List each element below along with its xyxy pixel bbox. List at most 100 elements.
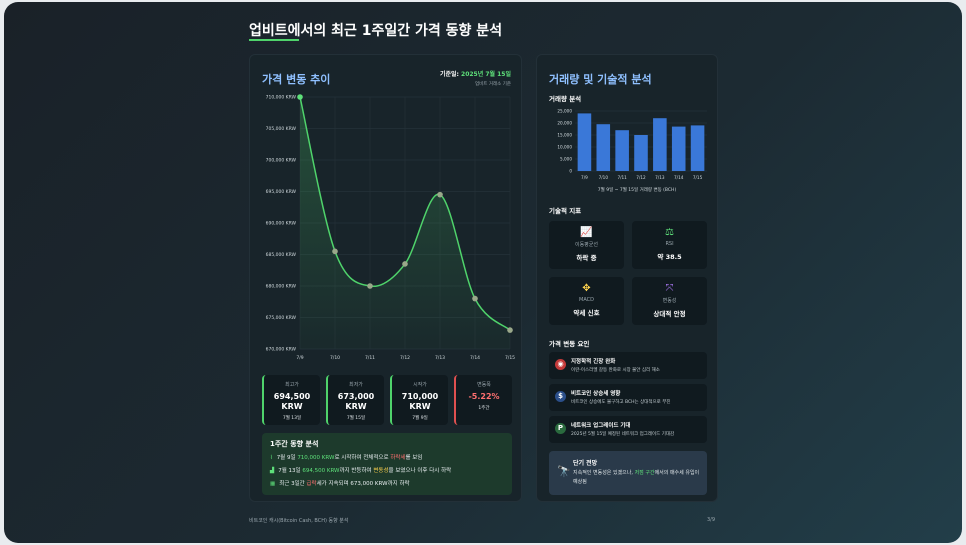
y-tick-label: 700,000 KRW — [266, 158, 297, 164]
stat-value: 673,000 KRW — [328, 392, 384, 412]
outlook-title: 단기 전망 — [573, 460, 598, 467]
network-icon: ✥ — [582, 283, 591, 294]
indicator-label: 이동평균선 — [574, 242, 598, 248]
stat-unit: KRW — [409, 402, 431, 411]
x-tick-label: 7/10 — [330, 355, 340, 361]
stat-date: 7월 13일 — [282, 416, 302, 421]
weekly-summary-title: 1주간 동향 분석 — [270, 440, 319, 448]
slide: 업비트에서의 최근 1주일간 가격 동향 분석 가격 변동 추이 기준일: 20… — [4, 2, 962, 543]
stat-low: 최저가 673,000 KRW 7월 15일 — [326, 375, 384, 425]
stat-unit: KRW — [345, 402, 367, 411]
outlook-highlight: 저점 구간 — [634, 470, 655, 476]
outlook-box: 🔭 단기 전망 지속적인 변동성은 있겠으나, 저점 구간에서의 매수세 유입이… — [549, 451, 707, 495]
summary-highlight: 694,500 KRW — [302, 468, 340, 474]
chart-area-icon: ▟ — [270, 468, 275, 474]
stat-number: -5.22% — [468, 392, 500, 401]
stat-value: 694,500 KRW — [264, 392, 320, 412]
reference-date-value: 2025년 7월 15일 — [461, 71, 511, 78]
y-tick-label: 685,000 KRW — [266, 252, 297, 258]
footer-title: 비트코인 캐시(Bitcoin Cash, BCH) 동향 분석 — [249, 518, 349, 524]
scale-icon: ⚖ — [665, 227, 674, 238]
volume-bar — [690, 125, 705, 171]
x-tick-label: 7/15 — [505, 355, 515, 361]
indicator-label: RSI — [665, 241, 674, 247]
x-tick-label: 7/9 — [296, 355, 303, 361]
price-point — [367, 283, 373, 289]
y-tick-label: 10,000 — [557, 145, 572, 150]
volume-bar-chart: 25,000 20,000 15,000 10,000 5,000 0 7/9 7/10 7/1… — [557, 109, 707, 193]
indicator-volatility: ⤧ 변동성 상대적 안정 — [632, 277, 707, 325]
summary-text: 7월 9일 — [276, 455, 298, 461]
indicator-value: 약 38.5 — [657, 253, 682, 261]
stat-date: 7월 9일 — [412, 416, 428, 421]
volume-section-title: 거래량 분석 — [549, 95, 582, 103]
indicator-value: 약세 신호 — [573, 309, 600, 317]
price-line-chart: 710,000 KRW 705,000 KRW 700,000 KRW 695,000… — [266, 94, 515, 361]
binoculars-icon: 🔭 — [557, 465, 571, 478]
price-point — [402, 261, 408, 267]
x-tick-label: 7/11 — [617, 175, 627, 180]
volume-bar — [634, 135, 648, 171]
indicator-value: 하락 중 — [576, 254, 597, 262]
outlook-text: 에서의 매수세 유입이 예상됨 — [573, 470, 700, 485]
chart-bar-icon: ▦ — [270, 481, 276, 487]
price-panel-title: 가격 변동 추이 — [262, 73, 331, 86]
factor-title: 지정학적 긴장 완화 — [571, 359, 616, 365]
summary-line: ▦ 최근 3일간 급락세가 지속되며 673,000 KRW까지 하락 — [270, 479, 410, 487]
summary-text: 를 보임 — [405, 455, 423, 461]
volume-bar — [577, 113, 592, 171]
summary-highlight: 급락 — [306, 481, 317, 487]
y-tick-label: 690,000 KRW — [266, 221, 297, 227]
stat-label: 최고가 — [285, 382, 299, 388]
price-point — [332, 248, 338, 255]
indicator-rsi: ⚖ RSI 약 38.5 — [632, 221, 707, 269]
stat-high: 최고가 694,500 KRW 7월 13일 — [262, 375, 320, 425]
y-tick-label: 675,000 KRW — [266, 315, 297, 321]
stat-open: 시작가 710,000 KRW 7월 9일 — [390, 375, 448, 425]
stat-change: 변동폭 -5.22% 1주간 — [454, 375, 512, 425]
summary-highlight: 710,000 KRW — [297, 455, 335, 461]
indicator-label: 변동성 — [662, 298, 677, 304]
factors-section-title: 가격 변동 요인 — [549, 340, 590, 348]
stat-number: 710,000 — [401, 392, 439, 401]
stat-unit: KRW — [281, 402, 303, 411]
stat-number: 694,500 — [273, 392, 311, 401]
stat-value: 710,000 KRW — [392, 392, 448, 412]
summary-text: 까지 반등하여 — [339, 468, 374, 474]
summary-highlight: 변동성 — [373, 468, 389, 474]
weekly-summary: 1주간 동향 분석 ⌇ 7월 9일 710,000 KRW로 시작하여 전체적으로… — [262, 433, 512, 495]
stat-label: 변동폭 — [477, 382, 491, 388]
stat-label: 최저가 — [349, 382, 363, 388]
x-tick-label: 7/11 — [365, 355, 375, 361]
x-tick-label: 7/13 — [435, 355, 445, 361]
volume-bar — [596, 124, 611, 171]
title-underline — [249, 39, 299, 41]
factor-title: 비트코인 상승세 영향 — [571, 391, 621, 397]
x-tick-label: 7/14 — [470, 355, 480, 361]
outlook-desc: 지속적인 변동성은 있겠으나, 저점 구간에서의 매수세 유입이 예상됨 — [573, 469, 703, 487]
factor-desc: 이란-이스라엘 갈등 완화로 시장 불안 심리 해소 — [571, 368, 660, 373]
stat-date: 1주간 — [478, 406, 490, 411]
x-tick-label: 7/9 — [581, 175, 588, 180]
arrows-icon: ⤧ — [665, 283, 674, 294]
stat-number: 673,000 — [337, 392, 375, 401]
factor-item: P 네트워크 업그레이드 기대 2025년 5월 15일 예정된 네트워크 업그… — [549, 416, 707, 443]
volume-panel: 거래량 및 기술적 분석 거래량 분석 25,000 20,000 15,000 10… — [536, 54, 718, 502]
y-tick-label: 710,000 KRW — [266, 95, 297, 101]
tech-section-title: 기술적 지표 — [549, 207, 582, 215]
x-tick-label: 7/13 — [655, 175, 665, 180]
indicator-value: 상대적 안정 — [653, 310, 686, 318]
chart-line-icon: ⌇ — [270, 455, 273, 461]
x-tick-label: 7/15 — [693, 175, 703, 180]
stat-label: 시작가 — [413, 382, 427, 388]
y-tick-label: 15,000 — [557, 133, 572, 138]
factor-desc: 비트코인 상승에도 불구하고 BCH는 상대적으로 부진 — [571, 400, 671, 405]
x-tick-label: 7/14 — [674, 175, 684, 180]
page-number: 3/9 — [706, 517, 715, 523]
dollar-icon: $ — [555, 391, 566, 402]
factor-item: $ 비트코인 상승세 영향 비트코인 상승에도 불구하고 BCH는 상대적으로 … — [549, 384, 707, 411]
indicator-macd: ✥ MACD 약세 신호 — [549, 277, 624, 325]
summary-text: 을 보였으나 이후 다시 하락 — [388, 468, 452, 474]
upgrade-icon: P — [555, 423, 566, 434]
price-point — [437, 191, 443, 198]
